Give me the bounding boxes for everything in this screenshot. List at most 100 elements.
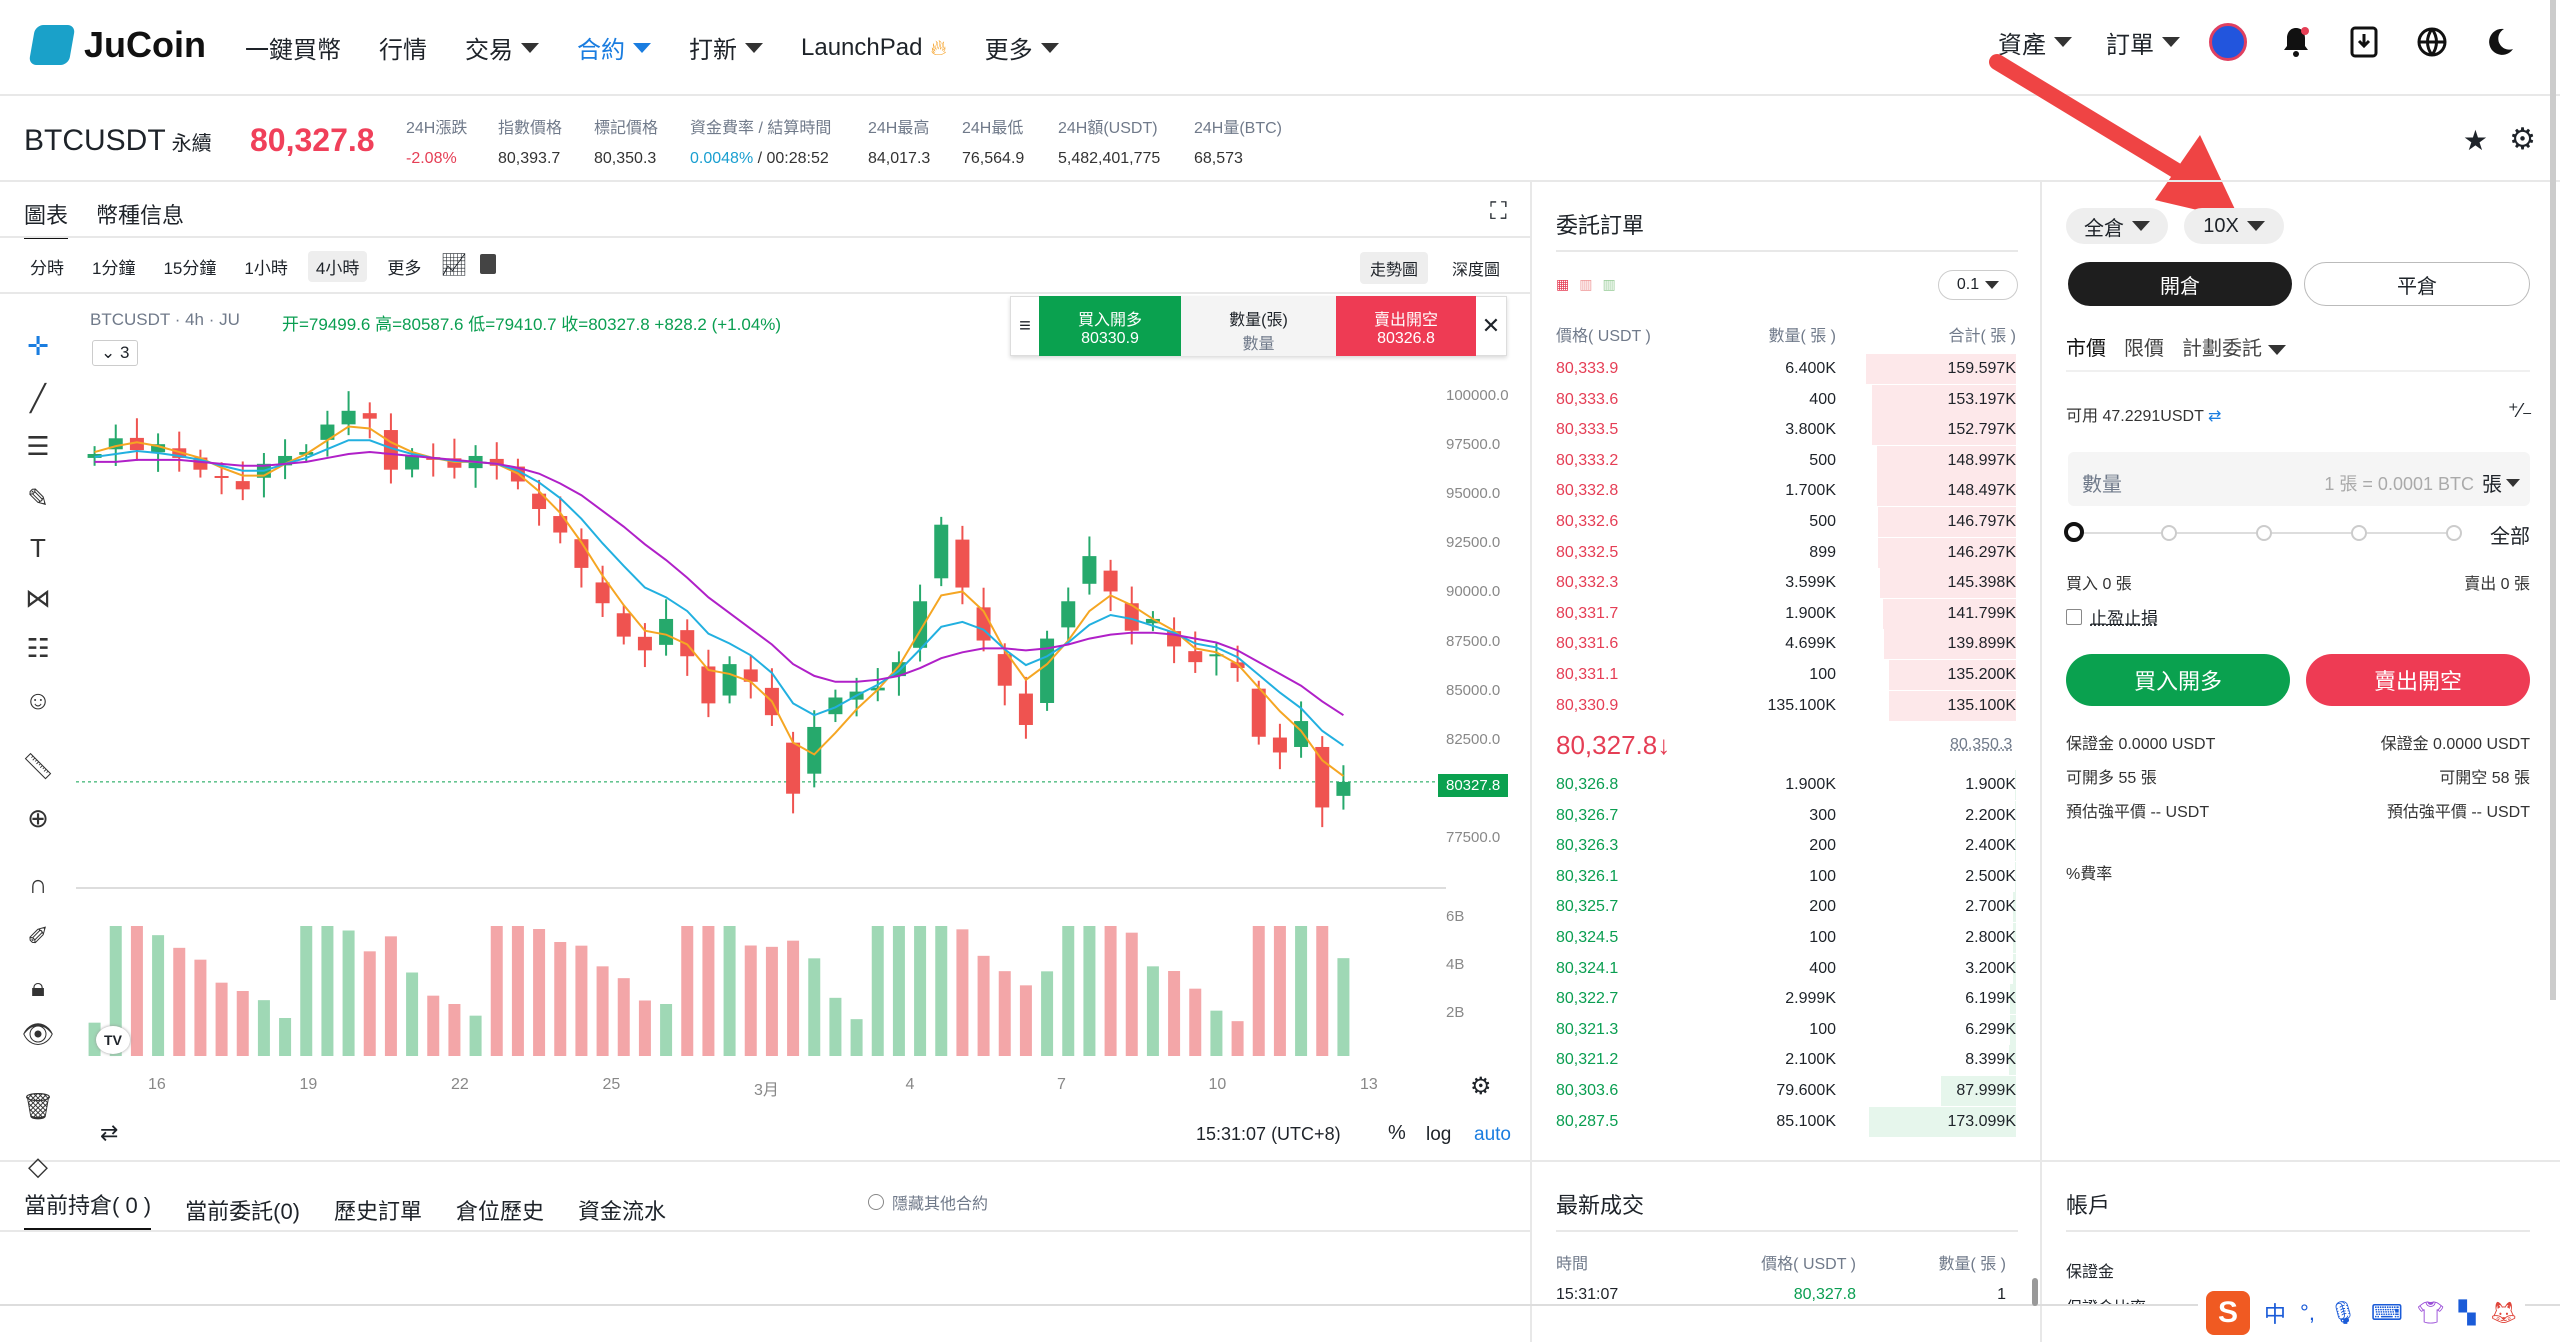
emoji-icon[interactable]: ☺ xyxy=(24,684,52,715)
moon-icon[interactable] xyxy=(2480,22,2520,62)
leverage-select[interactable]: 10X xyxy=(2184,208,2284,244)
star-icon[interactable]: ★ xyxy=(2462,125,2488,156)
fee-rate-link[interactable]: %費率 xyxy=(2066,860,2112,884)
quick-qty-input[interactable]: 數量(張) 數量 xyxy=(1181,296,1336,356)
magnet-icon[interactable]: ∩ xyxy=(28,868,48,899)
crosshair-icon[interactable]: ✛ xyxy=(27,330,49,361)
bid-row[interactable]: 80,303.6 79.600K 87.999K xyxy=(1556,1076,2016,1106)
menu-icon[interactable]: ≡ xyxy=(1019,314,1031,337)
order-type-tab[interactable]: 限價 xyxy=(2124,332,2164,361)
collapse-indicators-button[interactable]: ⌄ 3 xyxy=(92,340,139,366)
ruler-icon[interactable]: 📏︎ xyxy=(21,750,55,781)
ask-row[interactable]: 80,332.6 500 146.797K xyxy=(1556,507,2016,537)
bid-row[interactable]: 80,321.3 100 6.299K xyxy=(1556,1014,2016,1045)
trendline-icon[interactable]: ╱ xyxy=(30,382,46,413)
symbol-selector[interactable]: BTCUSDT 永續 xyxy=(24,124,212,158)
lock-icon[interactable]: 🔒︎ xyxy=(31,972,45,1002)
ask-row[interactable]: 80,331.1 100 135.200K xyxy=(1556,660,2016,690)
skin-icon[interactable]: 👕︎ xyxy=(2416,1300,2445,1325)
bid-row[interactable]: 80,324.5 100 2.800K xyxy=(1556,923,2016,953)
text-tool-icon[interactable]: T xyxy=(30,532,46,563)
interval-option[interactable]: 1小時 xyxy=(244,259,288,278)
candlestick-chart[interactable] xyxy=(76,296,1516,1066)
transfer-icon[interactable]: ⇄ xyxy=(2208,408,2222,425)
quick-buy-button[interactable]: 買入開多 80330.9 xyxy=(1039,296,1181,356)
zoom-in-icon[interactable]: ⊕ xyxy=(27,802,49,833)
bell-icon[interactable] xyxy=(2276,22,2316,62)
order-type-tab[interactable]: 市價 xyxy=(2066,332,2106,361)
order-type-tab[interactable]: 計劃委託 xyxy=(2182,332,2286,361)
trash-icon[interactable]: 🗑︎ xyxy=(21,1090,55,1121)
interval-option[interactable]: 15分鐘 xyxy=(163,259,217,278)
position-tab[interactable]: 倉位歷史 xyxy=(456,1198,545,1224)
nav-item-2[interactable]: 交易 xyxy=(465,30,539,65)
logo[interactable]: JuCoin xyxy=(28,24,206,66)
bid-row[interactable]: 80,321.2 2.100K 8.399K xyxy=(1556,1045,2016,1076)
nav-item-6[interactable]: 更多 xyxy=(985,30,1059,65)
tab-trend-view[interactable]: 走勢圖 xyxy=(1360,252,1429,284)
all-button[interactable]: 全部 xyxy=(2490,526,2530,548)
quantity-input[interactable]: 數量 1 張 = 0.0001 BTC 張 xyxy=(2068,452,2530,506)
eraser-icon[interactable]: ◇ xyxy=(28,1150,48,1181)
indicator-icon[interactable]: 📈︎ xyxy=(440,252,468,277)
tab-depth-view[interactable]: 深度圖 xyxy=(1452,262,1501,279)
gear-icon[interactable]: ⚙ xyxy=(2509,123,2536,156)
punctuation-icon[interactable]: °, xyxy=(2300,1300,2315,1325)
sell-short-button[interactable]: 賣出開空 xyxy=(2306,654,2530,706)
assets-menu[interactable]: 資產 xyxy=(1998,25,2072,60)
interval-option[interactable]: 4小時 xyxy=(307,251,368,282)
nav-item-3[interactable]: 合約 xyxy=(577,30,651,65)
ask-row[interactable]: 80,331.6 4.699K 139.899K xyxy=(1556,629,2016,660)
slider-tick[interactable] xyxy=(2351,525,2367,541)
bid-row[interactable]: 80,326.8 1.900K 1.900K xyxy=(1556,770,2016,800)
nav-item-4[interactable]: 打新 xyxy=(689,30,763,65)
prediction-icon[interactable]: ☷ xyxy=(26,632,50,663)
orders-menu[interactable]: 訂單 xyxy=(2106,25,2180,60)
bid-row[interactable]: 80,326.3 200 2.400K xyxy=(1556,831,2016,862)
quick-sell-button[interactable]: 賣出開空 80326.8 xyxy=(1336,296,1476,356)
slider-tick[interactable] xyxy=(2161,525,2177,541)
percent-scale-toggle[interactable]: % xyxy=(1388,1122,1406,1144)
view-bids-icon[interactable]: ▥ xyxy=(1602,276,1616,292)
microphone-icon[interactable]: 🎙︎ xyxy=(2328,1300,2357,1325)
ask-row[interactable]: 80,333.9 6.400K 159.597K xyxy=(1556,354,2016,384)
brush-icon[interactable]: ✎ xyxy=(27,482,49,513)
mascot-icon[interactable]: 🦊︎ xyxy=(2489,1300,2518,1325)
trades-scrollbar[interactable] xyxy=(2032,1278,2038,1306)
tab-close[interactable]: 平倉 xyxy=(2304,262,2530,306)
unit-select[interactable]: 張 xyxy=(2482,468,2520,497)
interval-option[interactable]: 更多 xyxy=(387,259,422,278)
sogou-ime-icon[interactable]: S xyxy=(2206,1291,2250,1335)
close-icon[interactable]: ✕ xyxy=(1481,313,1501,338)
ask-row[interactable]: 80,333.2 500 148.997K xyxy=(1556,445,2016,476)
interval-option[interactable]: 1分鐘 xyxy=(92,259,136,278)
pattern-icon[interactable]: ⋈ xyxy=(25,582,51,613)
keyboard-icon[interactable]: ⌨ xyxy=(2370,1300,2403,1325)
slider-tick[interactable] xyxy=(2446,525,2462,541)
auto-scale-toggle[interactable]: auto xyxy=(1474,1124,1511,1145)
bid-row[interactable]: 80,325.7 200 2.700K xyxy=(1556,892,2016,923)
settings-icon[interactable] xyxy=(480,254,496,274)
bid-row[interactable]: 80,326.1 100 2.500K xyxy=(1556,861,2016,892)
bid-row[interactable]: 80,326.7 300 2.200K xyxy=(1556,800,2016,831)
bid-row[interactable]: 80,324.1 400 3.200K xyxy=(1556,953,2016,984)
precision-select[interactable]: 0.1 xyxy=(1938,270,2018,300)
ask-row[interactable]: 80,332.3 3.599K 145.398K xyxy=(1556,568,2016,599)
ask-row[interactable]: 80,333.5 3.800K 152.797K xyxy=(1556,415,2016,446)
nav-item-5[interactable]: LaunchPad 🔥︎ xyxy=(801,30,947,65)
avatar[interactable] xyxy=(2208,22,2248,62)
view-both-icon[interactable]: ▦ xyxy=(1556,276,1570,292)
fib-lines-icon[interactable]: ☰ xyxy=(26,430,50,461)
ask-row[interactable]: 80,331.7 1.900K 141.799K xyxy=(1556,598,2016,629)
buy-long-button[interactable]: 買入開多 xyxy=(2066,654,2290,706)
fullscreen-icon[interactable]: ⛶ xyxy=(1490,198,1507,225)
ask-row[interactable]: 80,330.9 135.100K 135.100K xyxy=(1556,690,2016,721)
nav-item-1[interactable]: 行情 xyxy=(379,30,427,65)
tab-open[interactable]: 開倉 xyxy=(2068,262,2292,306)
slider-tick[interactable] xyxy=(2256,525,2272,541)
ask-row[interactable]: 80,333.6 400 153.197K xyxy=(1556,384,2016,415)
position-tab[interactable]: 歷史訂單 xyxy=(334,1198,423,1224)
tpsl-checkbox[interactable]: 止盈止損 xyxy=(2066,604,2158,629)
position-tab[interactable]: 當前持倉( 0 ) xyxy=(24,1188,152,1231)
pencil-lock-icon[interactable]: ✐ xyxy=(27,920,49,951)
